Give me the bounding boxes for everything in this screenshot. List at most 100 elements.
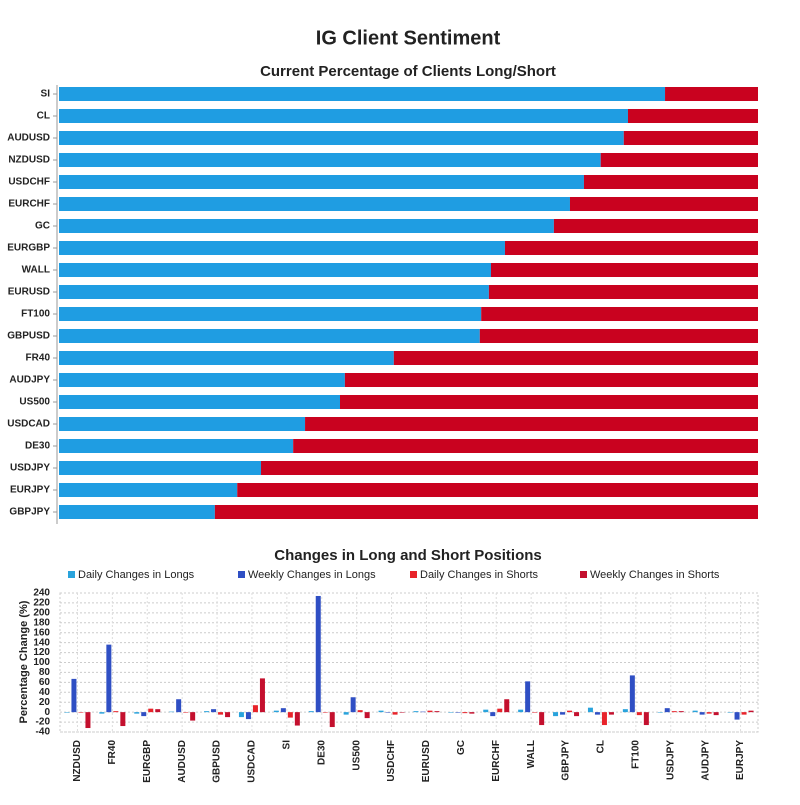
y-tick-label: 40	[39, 687, 51, 698]
y-tick-label: 120	[33, 647, 50, 658]
bar	[706, 712, 712, 714]
bar-segment	[481, 307, 758, 321]
x-tick-label: AUDUSD	[177, 740, 188, 783]
bar	[622, 709, 628, 713]
x-tick-label: NZDUSD	[72, 740, 83, 782]
bar-segment	[59, 175, 584, 189]
y-tick-label: 240	[33, 588, 50, 599]
bar-segment	[393, 351, 758, 365]
x-tick-label: USDCHF	[386, 740, 397, 782]
bar	[671, 711, 677, 713]
bar	[343, 712, 349, 715]
x-tick-label: EURUSD	[421, 740, 432, 782]
x-tick-label: EURCHF	[491, 740, 502, 782]
y-axis-label: Percentage Change (%)	[18, 600, 30, 723]
bar	[483, 709, 489, 713]
bar	[608, 712, 614, 715]
bar	[636, 712, 642, 716]
bar	[225, 712, 231, 718]
bar	[504, 699, 510, 713]
bar-segment	[59, 153, 601, 167]
bar-segment	[237, 483, 758, 497]
bar-segment	[59, 439, 294, 453]
y-tick-label: WALL	[22, 265, 50, 276]
y-tick-label: CL	[37, 111, 50, 122]
bar	[134, 712, 140, 714]
bar-segment	[59, 197, 570, 211]
page-title: IG Client Sentiment	[316, 27, 501, 49]
bar	[106, 644, 112, 713]
bar-segment	[59, 263, 491, 277]
bar	[678, 711, 684, 713]
bar	[497, 708, 503, 713]
bar	[155, 709, 161, 713]
x-tick-label: USDCAD	[247, 740, 258, 783]
bar-segment	[59, 461, 262, 475]
bar	[259, 678, 265, 713]
legend-label: Weekly Changes in Longs	[248, 569, 376, 581]
bar-segment	[59, 483, 238, 497]
bar	[308, 711, 314, 713]
y-tick-label: DE30	[25, 441, 50, 452]
bar	[560, 712, 566, 715]
bar	[455, 712, 461, 713]
y-tick-label: USDCAD	[7, 419, 50, 430]
legend-label: Weekly Changes in Shorts	[590, 569, 720, 581]
bar	[490, 712, 496, 717]
bar	[141, 712, 147, 717]
bar	[448, 712, 454, 713]
bar-segment	[59, 241, 505, 255]
legend-swatch	[580, 571, 587, 578]
bar	[218, 712, 224, 715]
bar-segment	[59, 131, 624, 145]
x-tick-label: DE30	[316, 740, 327, 765]
x-tick-label: AUDJPY	[700, 740, 711, 781]
bar	[657, 712, 663, 713]
bar	[532, 712, 538, 713]
bar	[364, 712, 370, 719]
bar	[78, 712, 84, 713]
bar	[413, 711, 419, 713]
y-tick-label: USDJPY	[10, 463, 50, 474]
legend-label: Daily Changes in Shorts	[420, 569, 539, 581]
bar-segment	[293, 439, 758, 453]
legend-swatch	[68, 571, 75, 578]
bar	[99, 712, 105, 714]
bar	[748, 710, 754, 713]
bar-segment	[59, 87, 666, 101]
bar	[601, 712, 607, 726]
y-tick-label: 80	[39, 667, 51, 678]
x-tick-label: US500	[351, 740, 362, 771]
bar	[699, 712, 705, 715]
bar	[629, 675, 635, 713]
y-tick-label: 140	[33, 637, 50, 648]
bar	[120, 712, 126, 727]
bar-segment	[344, 373, 758, 387]
bar	[315, 595, 321, 713]
bar	[148, 708, 154, 713]
legend-swatch	[410, 571, 417, 578]
bar-segment	[623, 131, 758, 145]
bar	[190, 712, 196, 721]
bar	[169, 711, 175, 713]
bar	[211, 709, 217, 713]
bar	[434, 711, 440, 713]
bar-segment	[553, 219, 758, 233]
bar	[741, 712, 747, 715]
bar	[176, 699, 182, 713]
bar	[392, 712, 398, 715]
bar-segment	[59, 109, 628, 123]
bar-segment	[59, 373, 345, 387]
bar	[427, 710, 433, 713]
bar-segment	[627, 109, 758, 123]
bar-segment	[490, 263, 758, 277]
y-tick-label: -20	[36, 717, 51, 728]
bar	[399, 712, 405, 713]
y-tick-label: -40	[36, 727, 51, 738]
bar	[350, 697, 356, 713]
bar-segment	[600, 153, 758, 167]
bar-segment	[504, 241, 758, 255]
x-tick-label: GBPUSD	[212, 740, 223, 783]
bar-segment	[59, 307, 482, 321]
